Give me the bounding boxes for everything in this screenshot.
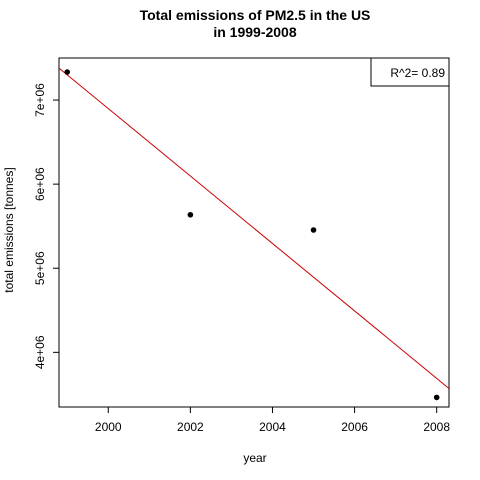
- data-point: [310, 227, 317, 233]
- x-tick-label: 2008: [423, 420, 450, 434]
- chart-title-line-1: Total emissions of PM2.5 in the US: [140, 7, 371, 23]
- chart-title-line-2: in 1999-2008: [213, 24, 296, 40]
- x-tick-label: 2002: [177, 420, 204, 434]
- x-axis-label: year: [243, 451, 266, 465]
- plot-frame: [58, 57, 450, 408]
- data-point: [433, 394, 440, 401]
- y-tick-label: 4e+06: [33, 335, 47, 369]
- y-tick-label: 5e+06: [33, 251, 47, 285]
- x-tick-label: 2004: [259, 420, 286, 434]
- y-tick-label: 7e+06: [33, 83, 47, 117]
- x-tick-label: 2000: [95, 420, 122, 434]
- data-point: [64, 69, 71, 75]
- x-tick-label: 2006: [341, 420, 368, 434]
- y-axis-label: total emissions [tonnes]: [2, 167, 16, 292]
- legend-text: R^2= 0.89: [390, 66, 445, 80]
- plot-area: 2000 2002 2004 2006 2008 4e+06 5e+06 6e+06 7e+06…: [33, 57, 450, 434]
- legend-box: [370, 57, 450, 87]
- data-point: [187, 211, 194, 218]
- y-tick-label: 6e+06: [33, 167, 47, 201]
- regression-line: [59, 67, 449, 389]
